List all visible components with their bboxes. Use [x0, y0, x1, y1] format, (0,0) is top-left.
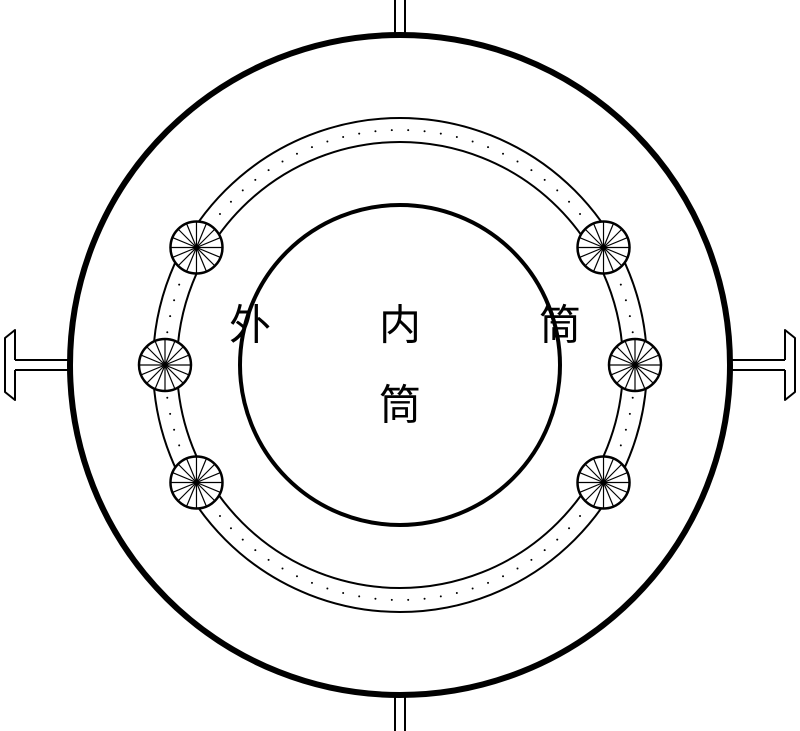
- ring-dot: [296, 153, 298, 155]
- ring-dot: [544, 549, 546, 551]
- ring-dot: [625, 429, 627, 431]
- ring-dot: [502, 153, 504, 155]
- ring-dot: [282, 568, 284, 570]
- ring-dot: [579, 515, 581, 517]
- flange: [365, 695, 435, 731]
- ring-dot: [230, 527, 232, 529]
- ring-dot: [178, 444, 180, 446]
- ring-dot: [268, 169, 270, 171]
- label-inner-top: 内: [379, 304, 421, 350]
- ring-dot: [254, 549, 256, 551]
- ring-outer: [153, 118, 647, 612]
- ring-dot: [358, 133, 360, 135]
- ring-node: [169, 456, 223, 510]
- ring-dot: [440, 595, 442, 597]
- ring-dot: [326, 141, 328, 143]
- node-layer: [138, 221, 662, 510]
- cross-section-diagram: 内 筒 外 筒: [0, 0, 800, 731]
- ring-dot: [625, 299, 627, 301]
- ring-dot: [254, 179, 256, 181]
- ring-node: [169, 221, 223, 275]
- ring-dot: [568, 201, 570, 203]
- ring-dot: [358, 595, 360, 597]
- flange: [5, 330, 70, 400]
- ring-dot: [311, 582, 313, 584]
- ring-dot: [407, 599, 409, 601]
- ring-dot: [629, 413, 631, 415]
- ring-dot: [169, 413, 171, 415]
- ring-dot: [242, 189, 244, 191]
- ring-dot: [326, 587, 328, 589]
- ring-dot: [568, 527, 570, 529]
- flange-layer: [5, 0, 795, 731]
- ring-dot: [178, 284, 180, 286]
- ring-dot: [169, 315, 171, 317]
- ring-dot: [374, 598, 376, 600]
- ring-dot: [487, 582, 489, 584]
- ring-dot: [556, 539, 558, 541]
- flange: [730, 330, 795, 400]
- ring-dot: [472, 141, 474, 143]
- ring-dot: [530, 559, 532, 561]
- ring-dot: [173, 299, 175, 301]
- ring-layer: [153, 118, 647, 612]
- label-inner-bottom: 筒: [379, 384, 421, 430]
- ring-dot: [517, 160, 519, 162]
- ring-dot: [173, 429, 175, 431]
- ring-dot: [166, 397, 168, 399]
- ring-dot: [556, 189, 558, 191]
- ring-dot: [456, 592, 458, 594]
- ring-dot: [296, 575, 298, 577]
- ring-dot: [620, 284, 622, 286]
- ring-dot: [391, 129, 393, 131]
- ring-dot: [487, 146, 489, 148]
- ring-dot: [282, 160, 284, 162]
- ring-dot: [242, 539, 244, 541]
- ring-dot: [424, 598, 426, 600]
- ring-dot: [632, 397, 634, 399]
- flange: [365, 0, 435, 35]
- ring-dot: [407, 129, 409, 131]
- ring-dot: [579, 213, 581, 215]
- ring-dot: [311, 146, 313, 148]
- ring-dot: [544, 179, 546, 181]
- ring-dot: [502, 575, 504, 577]
- ring-dot: [632, 331, 634, 333]
- ring-dot: [268, 559, 270, 561]
- ring-dot: [166, 331, 168, 333]
- ring-node: [577, 221, 631, 275]
- ring-node: [138, 338, 192, 392]
- ring-dot: [342, 592, 344, 594]
- ring-dot: [391, 599, 393, 601]
- label-outer-left: 外: [229, 304, 271, 350]
- ring-dot: [230, 201, 232, 203]
- ring-dot: [620, 444, 622, 446]
- ring-dot: [374, 130, 376, 132]
- ring-dot: [530, 169, 532, 171]
- ring-node: [608, 338, 662, 392]
- label-outer-right: 筒: [539, 304, 581, 350]
- ring-dot: [219, 515, 221, 517]
- label-layer: 内 筒 外 筒: [229, 304, 581, 430]
- ring-dot: [517, 568, 519, 570]
- ring-dot: [472, 587, 474, 589]
- ring-dot: [440, 133, 442, 135]
- ring-dot: [424, 130, 426, 132]
- ring-dot: [219, 213, 221, 215]
- ring-node: [577, 456, 631, 510]
- ring-dot: [342, 136, 344, 138]
- ring-inner: [177, 142, 623, 588]
- ring-dot: [629, 315, 631, 317]
- ring-dot: [456, 136, 458, 138]
- inner-shell-circle: [240, 205, 560, 525]
